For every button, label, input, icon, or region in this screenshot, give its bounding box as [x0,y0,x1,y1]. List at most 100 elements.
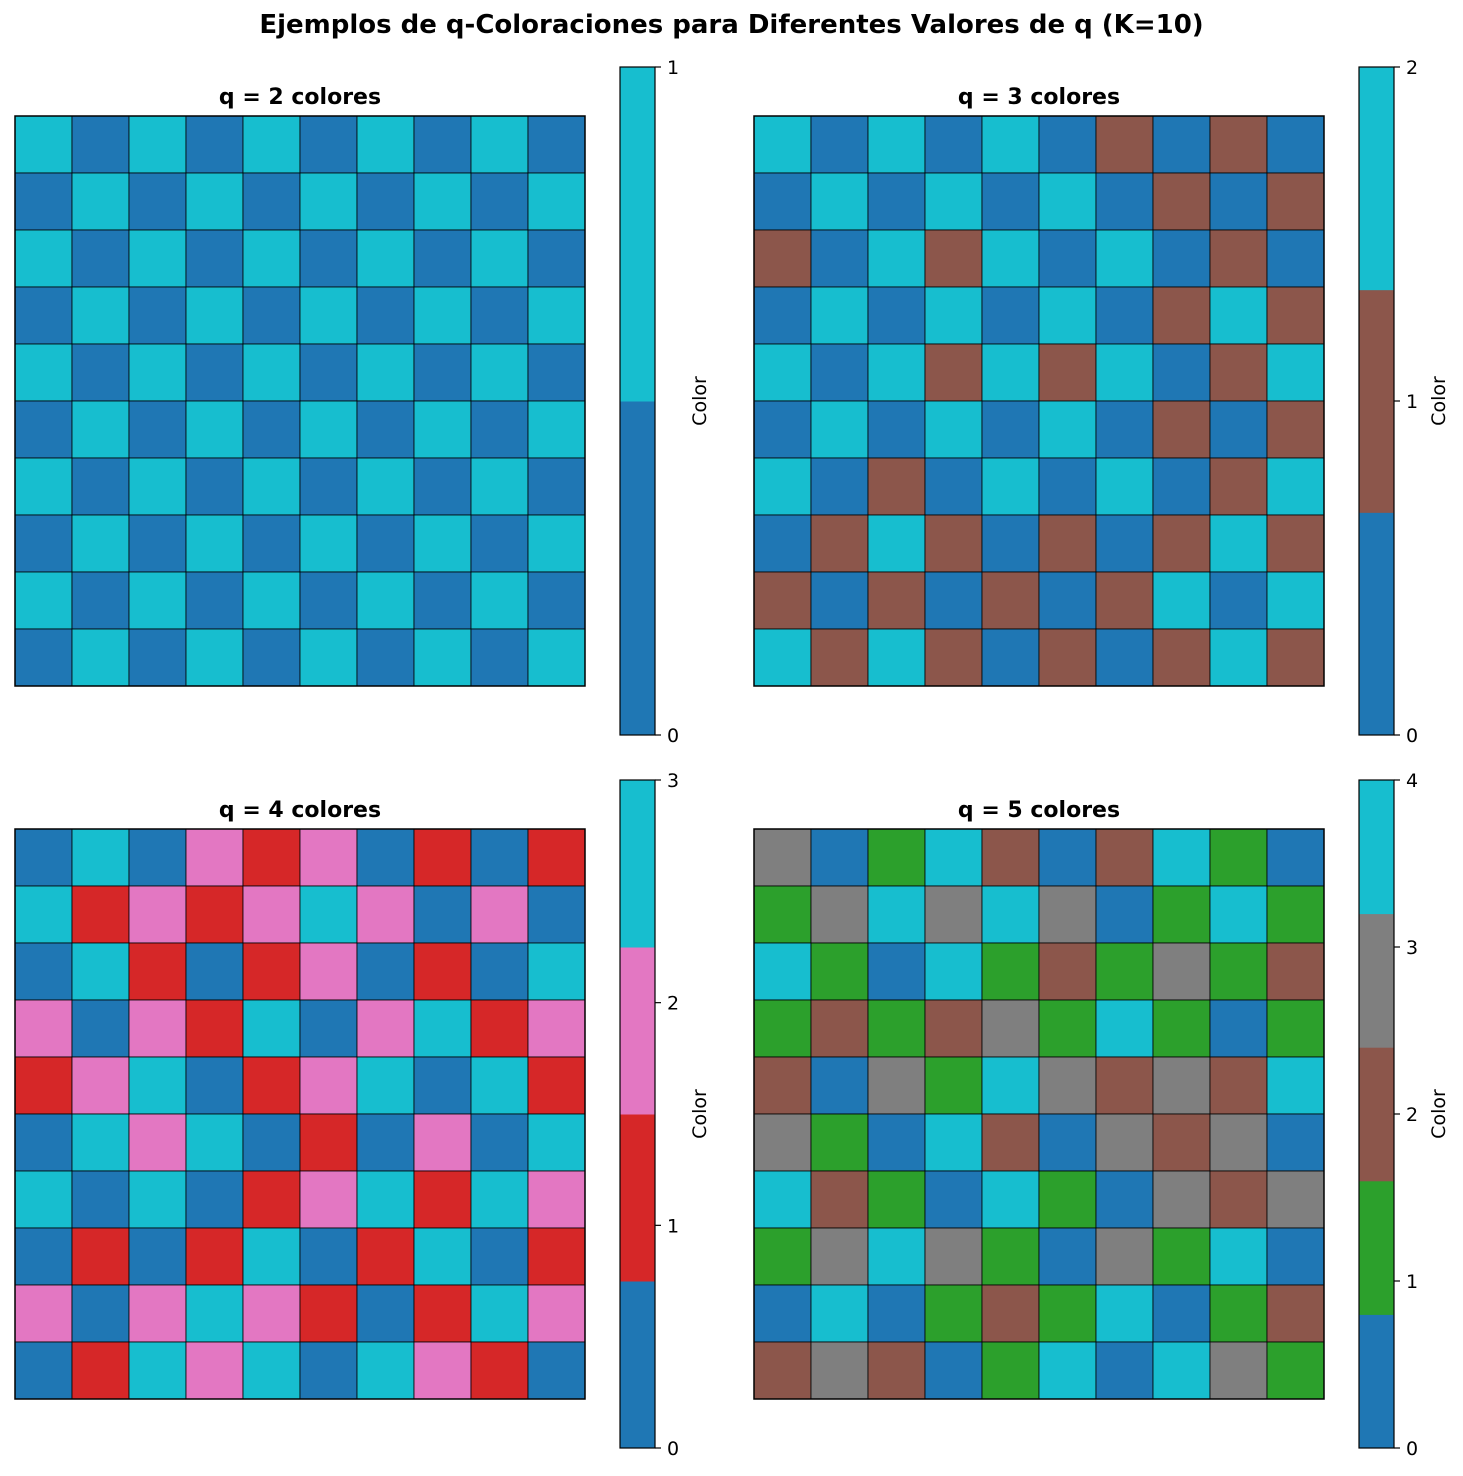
cell-p4-r8-c5 [1038,1284,1097,1343]
cell-p2-r4-c2 [867,343,926,402]
cell-p2-r5-c3 [924,400,983,459]
colorbar-tick-label-p2-0: 0 [1406,725,1418,747]
cell-p2-r1-c2 [867,172,926,231]
cell-p1-r2-c4 [242,229,301,288]
cell-p1-r0-c1 [71,115,130,174]
cell-p2-r7-c2 [867,514,926,573]
cell-p1-r2-c8 [470,229,529,288]
cell-p1-r8-c4 [242,571,301,630]
colorbar-segment-p4-0 [1359,1314,1394,1449]
panel-title-4: q = 5 colores [958,798,1120,823]
cell-p3-r1-c1 [71,885,130,944]
cell-p1-r9-c6 [356,628,415,687]
colorbar-tick-label-p4-3: 3 [1406,937,1418,959]
cell-p2-r6-c5 [1038,457,1097,516]
cell-p1-r5-c3 [185,400,244,459]
cell-p4-r0-c8 [1209,828,1268,887]
cell-p2-r9-c1 [810,628,869,687]
colorbar-tick-label-p1-1: 1 [667,57,679,79]
cell-p2-r2-c1 [810,229,869,288]
cell-p3-r8-c9 [527,1284,586,1343]
cell-p2-r6-c4 [981,457,1040,516]
cell-p2-r9-c6 [1095,628,1154,687]
cell-p2-r0-c4 [981,115,1040,174]
cell-p1-r4-c8 [470,343,529,402]
cell-p3-r8-c1 [71,1284,130,1343]
cell-p2-r4-c4 [981,343,1040,402]
cell-p2-r4-c7 [1152,343,1211,402]
cell-p2-r4-c1 [810,343,869,402]
cell-p2-r5-c6 [1095,400,1154,459]
cell-p3-r4-c3 [185,1056,244,1115]
cell-p1-r7-c7 [413,514,472,573]
cell-p4-r1-c1 [810,885,869,944]
cell-p4-r9-c9 [1266,1341,1325,1400]
cell-p2-r3-c0 [753,286,812,345]
cell-p2-r9-c5 [1038,628,1097,687]
cell-p4-r0-c6 [1095,828,1154,887]
cell-p3-r5-c4 [242,1113,301,1172]
cell-p2-r0-c8 [1209,115,1268,174]
cell-p2-r0-c0 [753,115,812,174]
cell-p4-r4-c2 [867,1056,926,1115]
cell-p1-r4-c6 [356,343,415,402]
cell-p3-r9-c8 [470,1341,529,1400]
cell-p1-r6-c4 [242,457,301,516]
cell-p4-r2-c0 [753,942,812,1001]
cell-p2-r8-c4 [981,571,1040,630]
cell-p1-r3-c1 [71,286,130,345]
cell-p3-r7-c6 [356,1227,415,1286]
cell-p2-r0-c6 [1095,115,1154,174]
cell-p4-r8-c4 [981,1284,1040,1343]
cell-p3-r0-c2 [128,828,187,887]
cell-p3-r4-c5 [299,1056,358,1115]
panel-title-2: q = 3 colores [958,85,1120,110]
cell-p4-r7-c8 [1209,1227,1268,1286]
cell-p4-r2-c2 [867,942,926,1001]
cell-p4-r5-c9 [1266,1113,1325,1172]
cell-p1-r7-c4 [242,514,301,573]
cell-p1-r0-c7 [413,115,472,174]
cell-p1-r1-c1 [71,172,130,231]
cell-p3-r8-c0 [14,1284,73,1343]
cell-p3-r3-c9 [527,999,586,1058]
cell-p2-r0-c2 [867,115,926,174]
cell-p2-r7-c8 [1209,514,1268,573]
cell-p1-r9-c0 [14,628,73,687]
cell-p4-r7-c7 [1152,1227,1211,1286]
cell-p2-r0-c7 [1152,115,1211,174]
cell-p3-r6-c7 [413,1170,472,1229]
cell-p3-r9-c1 [71,1341,130,1400]
colorbar-segment-p1-0 [620,401,655,736]
colorbar-tick-label-p4-1: 1 [1406,1271,1418,1293]
cell-p4-r5-c5 [1038,1113,1097,1172]
cell-p2-r0-c9 [1266,115,1325,174]
cell-p4-r1-c7 [1152,885,1211,944]
cell-p3-r3-c8 [470,999,529,1058]
cell-p4-r8-c1 [810,1284,869,1343]
cell-p3-r2-c1 [71,942,130,1001]
cell-p4-r4-c7 [1152,1056,1211,1115]
cell-p1-r4-c7 [413,343,472,402]
cell-p4-r7-c0 [753,1227,812,1286]
cell-p1-r2-c7 [413,229,472,288]
cell-p4-r6-c5 [1038,1170,1097,1229]
cell-p3-r9-c7 [413,1341,472,1400]
cell-p3-r4-c4 [242,1056,301,1115]
cell-p3-r7-c0 [14,1227,73,1286]
cell-p1-r8-c3 [185,571,244,630]
cell-p4-r0-c0 [753,828,812,887]
cell-p3-r2-c3 [185,942,244,1001]
cell-p1-r9-c5 [299,628,358,687]
cell-p1-r3-c8 [470,286,529,345]
cell-p1-r5-c2 [128,400,187,459]
cell-p1-r4-c4 [242,343,301,402]
cell-p1-r0-c9 [527,115,586,174]
cell-p2-r4-c8 [1209,343,1268,402]
colorbar-tick-label-p3-1: 1 [667,1215,679,1237]
cell-p4-r5-c2 [867,1113,926,1172]
cell-p3-r4-c1 [71,1056,130,1115]
cell-p1-r7-c6 [356,514,415,573]
cell-p4-r9-c4 [981,1341,1040,1400]
cell-p2-r1-c1 [810,172,869,231]
